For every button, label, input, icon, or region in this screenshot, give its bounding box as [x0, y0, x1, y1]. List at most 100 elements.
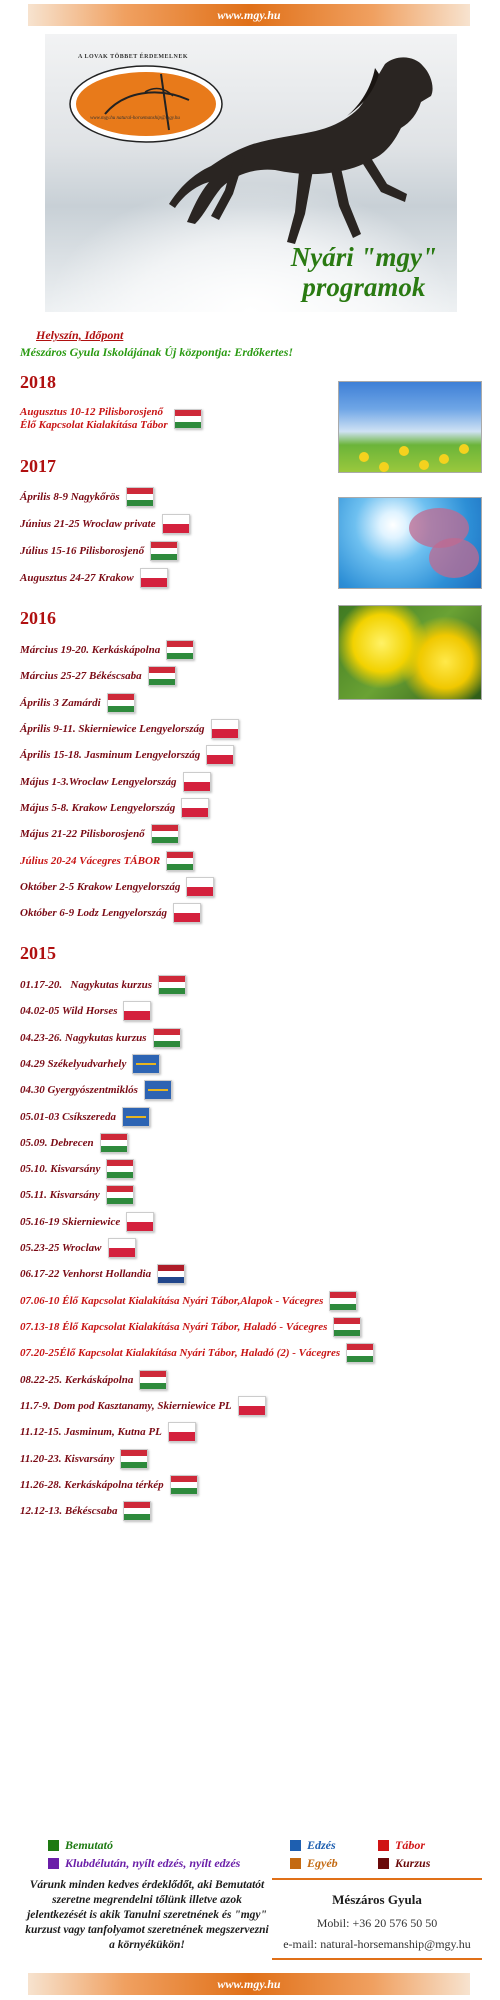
event-2015-6[interactable]: 05.09. Debrecen [20, 1132, 128, 1154]
event-2018-0[interactable]: Augusztus 10-12 Pilisborosjenő Élő Kapcs… [20, 404, 202, 434]
legend-kurzus: Kurzus [378, 1856, 430, 1871]
event-2015-0[interactable]: 01.17-20. Nagykutas kurzus [20, 974, 187, 996]
event-2016-10[interactable]: Október 6-9 Lodz Lengyelország [20, 902, 201, 924]
event-2017-0[interactable]: Április 8-9 Nagykőrös [20, 486, 154, 508]
event-2015-12[interactable]: 07.06-10 Élő Kapcsolat Kialakítása Nyári… [20, 1290, 358, 1312]
event-text[interactable]: 12.12-13. Békéscsaba [20, 1505, 118, 1517]
event-2016-1[interactable]: Március 25-27 Békéscsaba [20, 665, 176, 687]
event-2015-7[interactable]: 05.10. Kisvarsány [20, 1158, 135, 1180]
event-text[interactable]: 04.29 Székelyudvarhely [20, 1058, 127, 1070]
event-2015-10[interactable]: 05.23-25 Wroclaw [20, 1237, 136, 1259]
event-text[interactable]: Augusztus 24-27 Krakow [20, 572, 134, 584]
event-2016-2[interactable]: Április 3 Zamárdi [20, 692, 135, 714]
logo-url: www.mgy.hu natural-horsemanship@mgy.hu [90, 116, 180, 121]
event-text[interactable]: 01.17-20. Nagykutas kurzus [20, 979, 153, 991]
event-2015-16[interactable]: 11.7-9. Dom pod Kasztanamy, Skierniewice… [20, 1395, 266, 1417]
hungary-flag-icon [158, 975, 187, 995]
event-text[interactable]: Június 21-25 Wroclaw private [20, 518, 156, 530]
event-text[interactable]: Augusztus 10-12 Pilisborosjenő [20, 406, 164, 418]
event-text[interactable]: 04.30 Gyergyószentmiklós [20, 1084, 138, 1096]
hungary-flag-icon [152, 1028, 181, 1048]
event-text[interactable]: 05.23-25 Wroclaw [20, 1242, 102, 1254]
event-2015-13[interactable]: 07.13-18 Élő Kapcsolat Kialakítása Nyári… [20, 1316, 362, 1338]
event-text[interactable]: Április 9-11. Skierniewice Lengyelország [20, 723, 205, 735]
event-2015-17[interactable]: 11.12-15. Jasminum, Kutna PL [20, 1421, 196, 1443]
event-text[interactable]: Július 15-16 Pilisborosjenő [20, 545, 145, 557]
event-2015-4[interactable]: 04.30 Gyergyószentmiklós [20, 1079, 172, 1101]
event-text-line2[interactable]: Élő Kapcsolat Kialakítása Tábor [20, 419, 168, 431]
event-text[interactable]: 11.20-23. Kisvarsány [20, 1453, 115, 1465]
event-2015-19[interactable]: 11.26-28. Kerkáskápolna térkép [20, 1474, 198, 1496]
szekely-flag-icon [121, 1107, 150, 1127]
hungary-flag-icon [125, 487, 154, 507]
contact-email[interactable]: e-mail: natural-horsemanship@mgy.hu [283, 1937, 471, 1951]
event-text[interactable]: 06.17-22 Venhorst Hollandia [20, 1268, 152, 1280]
event-text[interactable]: 07.13-18 Élő Kapcsolat Kialakítása Nyári… [20, 1321, 328, 1333]
event-text[interactable]: 08.22-25. Kerkáskápolna [20, 1374, 134, 1386]
contact-name: Mészáros Gyula [332, 1892, 422, 1907]
event-text[interactable]: 05.09. Debrecen [20, 1137, 94, 1149]
event-text[interactable]: Július 20-24 Vácegres TÁBOR [20, 855, 161, 867]
site-link[interactable]: www.mgy.hu [217, 8, 281, 22]
szekely-flag-icon [132, 1054, 161, 1074]
legend-color-swatch [48, 1858, 59, 1869]
event-2015-8[interactable]: 05.11. Kisvarsány [20, 1184, 134, 1206]
event-text[interactable]: Október 2-5 Krakow Lengyelország [20, 881, 181, 893]
event-2015-1[interactable]: 04.02-05 Wild Horses [20, 1000, 152, 1022]
event-text[interactable]: Április 8-9 Nagykőrös [20, 491, 120, 503]
event-2015-15[interactable]: 08.22-25. Kerkáskápolna [20, 1369, 168, 1391]
event-text[interactable]: 05.01-03 Csíkszereda [20, 1111, 116, 1123]
legend-color-swatch [290, 1858, 301, 1869]
event-text[interactable]: Október 6-9 Lodz Lengyelország [20, 907, 167, 919]
hungary-flag-icon [105, 1185, 134, 1205]
event-text[interactable]: Április 15-18. Jasminum Lengyelország [20, 749, 201, 761]
event-2015-18[interactable]: 11.20-23. Kisvarsány [20, 1448, 149, 1470]
event-text[interactable]: 05.16-19 Skierniewice [20, 1216, 121, 1228]
event-text[interactable]: 11.12-15. Jasminum, Kutna PL [20, 1426, 162, 1438]
event-2016-5[interactable]: Május 1-3.Wroclaw Lengyelország [20, 771, 211, 793]
event-text[interactable]: Május 5-8. Krakow Lengyelország [20, 802, 176, 814]
event-2015-3[interactable]: 04.29 Székelyudvarhely [20, 1053, 161, 1075]
event-2015-9[interactable]: 05.16-19 Skierniewice [20, 1211, 155, 1233]
event-text[interactable]: 07.06-10 Élő Kapcsolat Kialakítása Nyári… [20, 1295, 324, 1307]
event-text[interactable]: 07.20-25Élő Kapcsolat Kialakítása Nyári … [20, 1347, 341, 1359]
event-2017-3[interactable]: Augusztus 24-27 Krakow [20, 567, 168, 589]
event-2015-20[interactable]: 12.12-13. Békéscsaba [20, 1500, 152, 1522]
event-2015-14[interactable]: 07.20-25Élő Kapcsolat Kialakítása Nyári … [20, 1342, 375, 1364]
event-2016-6[interactable]: Május 5-8. Krakow Lengyelország [20, 797, 210, 819]
bottom-site-bar[interactable]: www.mgy.hu [28, 1973, 470, 1995]
event-2015-5[interactable]: 05.01-03 Csíkszereda [20, 1106, 150, 1128]
hungary-flag-icon [329, 1291, 358, 1311]
event-text[interactable]: 04.02-05 Wild Horses [20, 1005, 118, 1017]
event-text[interactable]: Március 25-27 Békéscsaba [20, 670, 142, 682]
event-text[interactable]: 05.10. Kisvarsány [20, 1163, 101, 1175]
top-site-bar[interactable]: www.mgy.hu [28, 4, 470, 26]
event-2015-2[interactable]: 04.23-26. Nagykutas kurzus [20, 1027, 181, 1049]
event-text[interactable]: 04.23-26. Nagykutas kurzus [20, 1032, 147, 1044]
event-text[interactable]: 05.11. Kisvarsány [20, 1189, 100, 1201]
event-text[interactable]: 11.26-28. Kerkáskápolna térkép [20, 1479, 164, 1491]
event-text[interactable]: Május 21-22 Pilisborosjenő [20, 828, 145, 840]
event-2017-2[interactable]: Július 15-16 Pilisborosjenő [20, 540, 179, 562]
event-text[interactable]: Április 3 Zamárdi [20, 697, 101, 709]
event-text[interactable]: Március 19-20. Kerkáskápolna [20, 644, 161, 656]
hungary-flag-icon [173, 409, 202, 429]
event-text[interactable]: Május 1-3.Wroclaw Lengyelország [20, 776, 177, 788]
hero-title-line1: Nyári "mgy" [290, 242, 437, 272]
hungary-flag-icon [333, 1317, 362, 1337]
netherlands-flag-icon [157, 1264, 186, 1284]
event-2016-7[interactable]: Május 21-22 Pilisborosjenő [20, 823, 179, 845]
hungary-flag-icon [169, 1475, 198, 1495]
hungary-flag-icon [120, 1449, 149, 1469]
contact-mobile: Mobil: +36 20 576 50 50 [316, 1916, 438, 1930]
event-2016-0[interactable]: Március 19-20. Kerkáskápolna [20, 639, 195, 661]
event-text[interactable]: 11.7-9. Dom pod Kasztanamy, Skierniewice… [20, 1400, 232, 1412]
site-link[interactable]: www.mgy.hu [217, 1977, 281, 1991]
event-2016-8[interactable]: Július 20-24 Vácegres TÁBOR [20, 850, 195, 872]
event-2016-4[interactable]: Április 15-18. Jasminum Lengyelország [20, 744, 235, 766]
event-2016-9[interactable]: Október 2-5 Krakow Lengyelország [20, 876, 215, 898]
event-2016-3[interactable]: Április 9-11. Skierniewice Lengyelország [20, 718, 239, 740]
legend-egyeb: Egyéb [290, 1856, 338, 1871]
event-2017-1[interactable]: Június 21-25 Wroclaw private [20, 513, 190, 535]
event-2015-11[interactable]: 06.17-22 Venhorst Hollandia [20, 1263, 186, 1285]
